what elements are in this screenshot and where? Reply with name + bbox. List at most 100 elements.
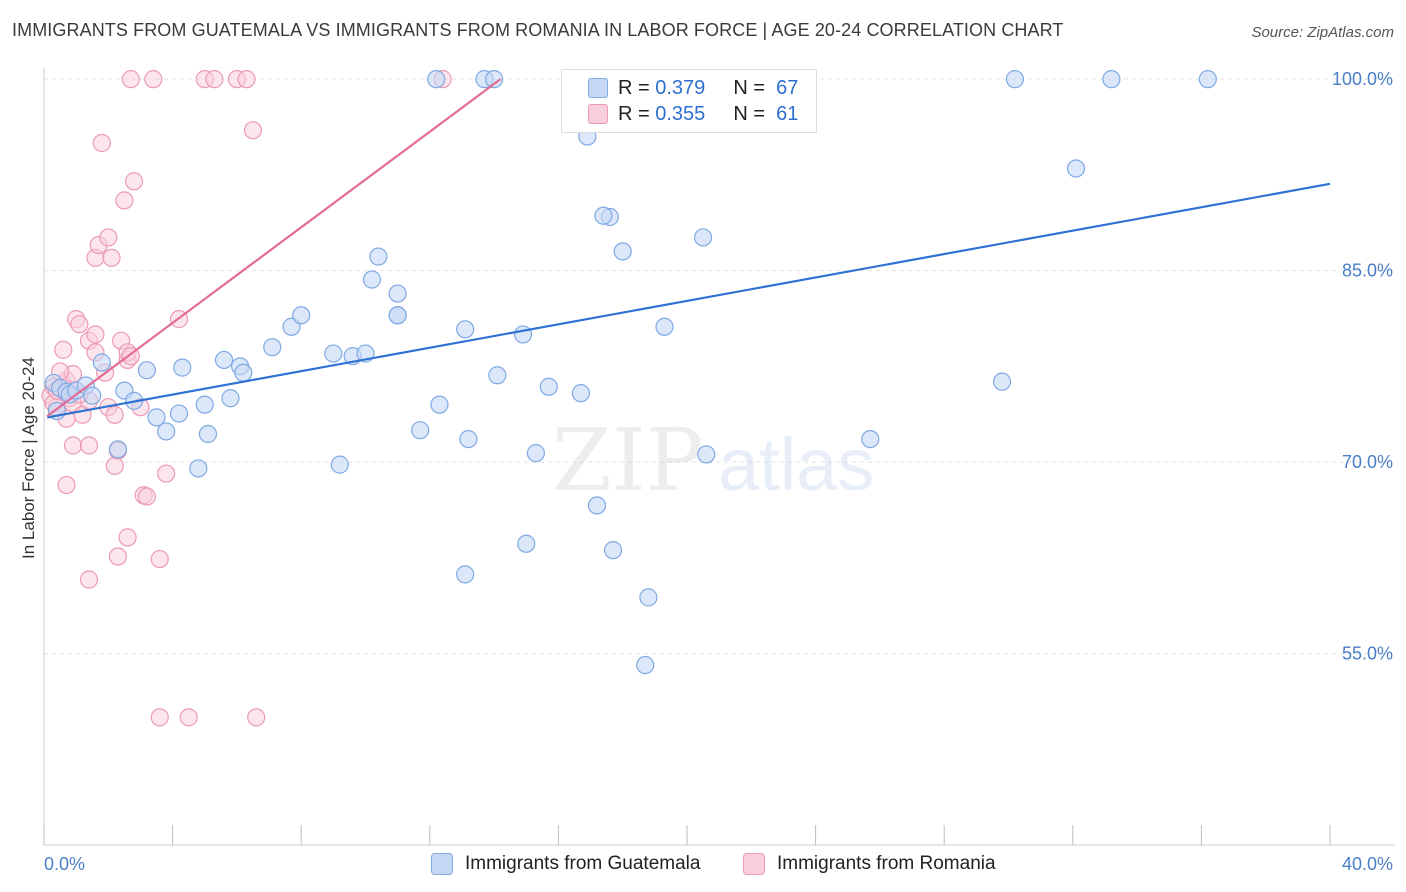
point-guatemala-15 [157,422,176,441]
legend-n-value: 67 [776,76,799,99]
watermark-atlas: atlas [718,423,874,506]
point-guatemala-45 [587,496,607,515]
point-romania-44 [150,708,169,727]
legend-n-label: N = [733,76,765,99]
legend-row-romania: R = 0.355 N = 61 [588,102,798,126]
point-guatemala-65 [388,306,407,325]
bottom-legend-label-guatemala: Immigrants from Guatemala [465,853,701,874]
point-guatemala-35 [430,395,449,414]
point-romania-31 [124,172,144,191]
watermark-zip: ZIP [552,411,704,511]
point-guatemala-16 [108,440,128,459]
point-guatemala-57 [992,372,1012,391]
point-guatemala-18 [214,350,234,370]
point-romania-32 [115,191,134,210]
point-guatemala-40 [513,325,533,344]
point-romania-17 [86,325,105,344]
point-romania-33 [118,528,137,547]
point-guatemala-50 [613,242,632,261]
point-guatemala-54 [697,445,716,464]
point-guatemala-21 [221,389,240,408]
bottom-legend-romania: Immigrants from Romania [743,852,996,876]
point-guatemala-11 [147,408,166,427]
point-guatemala-27 [324,344,343,363]
legend-r-label: R = [618,76,650,99]
bottom-legend-guatemala: Immigrants from Guatemala [431,852,700,876]
point-romania-52 [237,70,256,89]
point-guatemala-49 [594,206,613,225]
point-romania-15 [70,315,89,334]
x-tick-label-max: 40.0% [1342,854,1393,874]
point-guatemala-56 [861,429,880,449]
y-tick-label-1: 70.0% [1342,452,1393,472]
point-romania-23 [102,248,121,267]
point-guatemala-30 [362,270,382,289]
point-romania-48 [144,70,163,89]
x-tick-label-min: 0.0% [44,854,85,874]
legend-r-value: 0.355 [655,102,706,125]
tick-labels: 55.0% 70.0% 85.0% 100.0% 0.0% 40.0% [44,69,1393,874]
point-guatemala-61 [1198,70,1217,89]
bottom-legend-swatch-guatemala [431,853,453,875]
point-romania-26 [105,456,124,476]
point-guatemala-39 [488,366,507,385]
point-guatemala-31 [369,247,388,266]
point-guatemala-24 [263,338,282,357]
legend-swatch-romania [588,104,608,124]
point-guatemala-19 [198,424,218,444]
point-guatemala-44 [571,384,591,403]
point-romania-9 [54,340,73,359]
point-guatemala-52 [636,655,655,675]
point-romania-45 [179,708,198,727]
legend-r-value: 0.379 [655,76,706,99]
point-guatemala-38 [459,429,478,449]
point-romania-35 [57,475,76,495]
legend-n-value: 61 [776,102,799,125]
point-romania-11 [63,436,83,455]
chart-title: IMMIGRANTS FROM GUATEMALA VS IMMIGRANTS … [12,20,1064,40]
point-guatemala-55 [693,228,713,247]
point-romania-47 [121,70,140,89]
point-guatemala-59 [1066,159,1086,178]
y-tick-label-2: 85.0% [1342,261,1393,281]
bottom-legend-label-romania: Immigrants from Romania [777,853,996,874]
point-guatemala-60 [1102,70,1121,89]
point-romania-42 [157,464,176,483]
point-guatemala-28 [330,455,349,474]
bottom-legend-swatch-romania [743,853,765,875]
point-romania-22 [99,228,118,247]
point-guatemala-63 [485,70,504,89]
point-romania-37 [79,570,99,589]
point-guatemala-12 [137,361,156,380]
point-guatemala-34 [411,421,430,440]
trend-line-romania [46,78,502,418]
watermark: ZIP atlas [552,411,874,511]
point-guatemala-32 [388,284,407,303]
point-guatemala-43 [539,377,558,396]
point-guatemala-36 [456,565,475,584]
point-romania-34 [108,547,128,566]
point-guatemala-64 [427,70,446,89]
trend-lines [46,78,1331,419]
series-guatemala-points [44,70,1217,675]
point-guatemala-46 [603,541,623,560]
legend-swatch-guatemala [588,78,608,98]
legend-row-guatemala: R = 0.379 N = 67 [588,76,798,100]
point-romania-53 [243,121,263,140]
point-romania-41 [150,549,169,569]
point-guatemala-23 [234,363,253,382]
correlation-legend: R = 0.379 N = 67 R = 0.355 N = 61 [561,69,817,133]
legend-n-label: N = [733,102,765,125]
legend-r-label: R = [618,102,650,125]
y-axis-label: In Labor Force | Age 20-24 [19,357,38,559]
point-romania-50 [205,70,224,89]
point-guatemala-42 [526,444,545,463]
y-tick-label-0: 55.0% [1342,644,1393,664]
point-guatemala-14 [173,358,192,377]
y-tick-label-3: 100.0% [1332,69,1393,89]
point-guatemala-6 [83,386,102,405]
point-guatemala-51 [639,588,658,607]
point-guatemala-53 [655,317,674,336]
point-guatemala-37 [456,320,475,339]
